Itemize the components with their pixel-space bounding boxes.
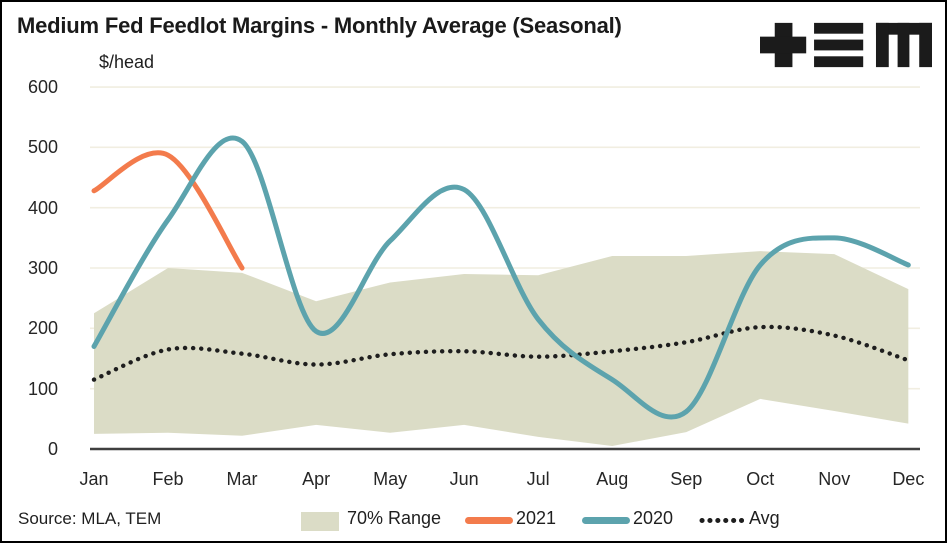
x-tick-label-apr: Apr [302,469,331,489]
chart-legend: 70% Range 2021 2020 Avg [2,505,945,535]
x-tick-label-jun: Jun [449,469,479,489]
line-2020 [91,135,911,420]
tem-logo [760,22,932,68]
legend-2020-line-swatch [582,517,630,524]
logo-bars-icon [814,22,864,34]
x-tick-label-feb: Feb [152,469,184,489]
legend-2021-line-swatch [465,517,513,524]
chart-title: Medium Fed Feedlot Margins - Monthly Ave… [17,13,622,38]
y-tick-label-0: 0 [47,439,58,459]
x-tick-label-may: May [373,469,408,489]
source-note: Source: MLA, TEM [18,509,162,528]
y-tick-label-300: 300 [27,258,58,278]
x-tick-label-dec: Dec [892,469,925,489]
y-tick-label-100: 100 [27,378,58,399]
legend-range-swatch [301,512,339,531]
y-tick-label-500: 500 [27,137,58,158]
y-tick-label-400: 400 [27,197,58,218]
x-tick-label-nov: Nov [818,469,851,489]
x-tick-label-sep: Sep [670,469,703,489]
legend-2020-label: 2020 [633,508,674,528]
y-axis-units-label: $/head [99,52,155,72]
x-tick-label-aug: Aug [596,469,629,489]
x-tick-label-jan: Jan [79,469,109,489]
legend-range-label: 70% Range [347,508,442,528]
x-tick-label-mar: Mar [226,469,258,489]
avg-line [91,324,911,382]
legend-avg-label: Avg [749,508,780,528]
line-2021 [91,150,245,271]
y-tick-label-600: 600 [27,77,58,98]
legend-avg-dots-swatch [699,518,744,523]
x-tick-label-jul: Jul [526,469,550,489]
y-tick-label-200: 200 [27,318,58,339]
x-tick-label-oct: Oct [746,469,775,489]
legend-2021-label: 2021 [516,508,557,528]
range-band [94,251,909,446]
